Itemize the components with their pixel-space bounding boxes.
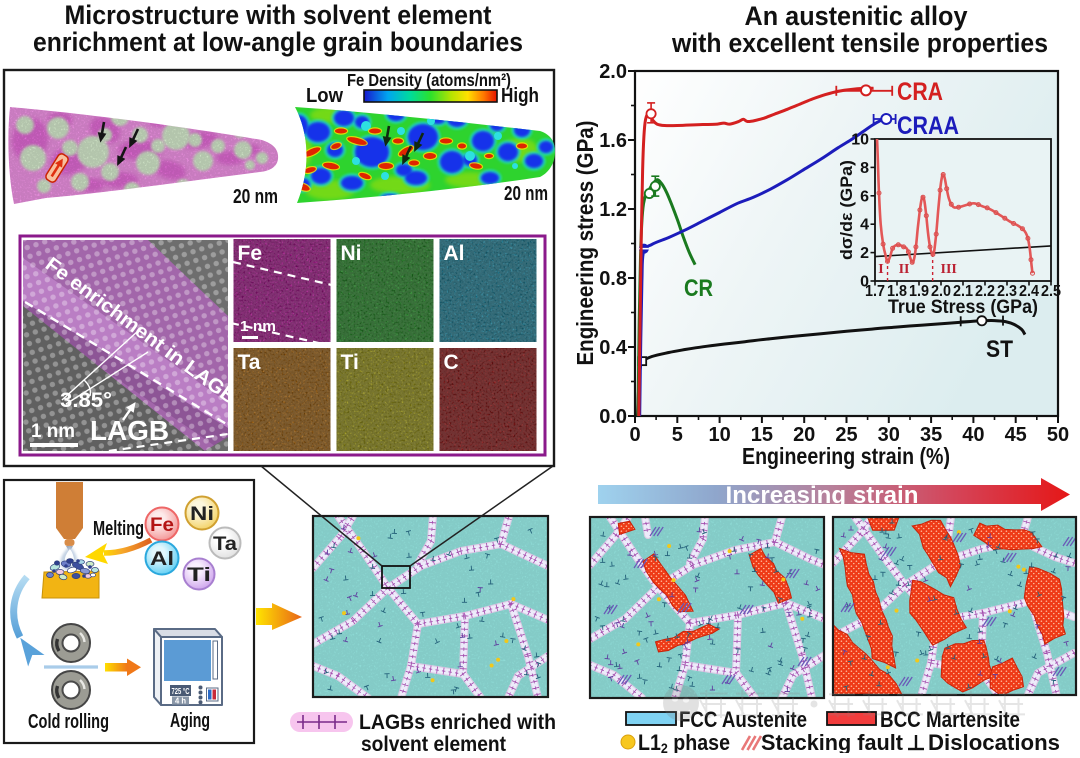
svg-text:Cold rolling: Cold rolling — [28, 711, 109, 733]
svg-text:enrichment at low-angle grain: enrichment at low-angle grain boundaries — [33, 27, 523, 57]
svg-text:1.9: 1.9 — [909, 283, 929, 300]
svg-text:40: 40 — [962, 424, 984, 446]
svg-text:6: 6 — [860, 188, 869, 205]
svg-text:2.2: 2.2 — [975, 283, 995, 300]
svg-text:C: C — [444, 351, 459, 374]
svg-text:1.8: 1.8 — [887, 283, 907, 300]
svg-text:1 nm: 1 nm — [31, 421, 75, 442]
svg-text:2: 2 — [860, 245, 869, 262]
svg-text:0: 0 — [860, 274, 869, 291]
svg-text:III: III — [941, 262, 957, 277]
svg-text:5: 5 — [672, 424, 683, 446]
svg-text:Engineering strain (%): Engineering strain (%) — [742, 443, 950, 469]
svg-text:10: 10 — [851, 132, 869, 149]
svg-text:Ni: Ni — [190, 504, 214, 525]
svg-text:Al: Al — [150, 549, 174, 570]
svg-text:Melting: Melting — [93, 518, 144, 540]
svg-text:50: 50 — [1047, 424, 1069, 446]
svg-text:10: 10 — [708, 424, 730, 446]
svg-text:Low: Low — [306, 85, 343, 107]
svg-text:0: 0 — [629, 424, 640, 446]
svg-text:dσ/dε (GPa): dσ/dε (GPa) — [837, 160, 856, 260]
svg-text:20 nm: 20 nm — [233, 186, 278, 208]
svg-text:1.6: 1.6 — [599, 130, 627, 152]
svg-text:2.3: 2.3 — [997, 283, 1017, 300]
svg-text:Al: Al — [444, 242, 465, 265]
svg-text:20 nm: 20 nm — [504, 183, 548, 205]
svg-text:solvent element: solvent element — [361, 733, 506, 753]
svg-text:1.2: 1.2 — [599, 199, 627, 221]
svg-text:Fe Density (atoms/nm²): Fe Density (atoms/nm²) — [347, 70, 511, 90]
svg-text:8: 8 — [860, 160, 869, 177]
svg-text:CRA: CRA — [897, 78, 943, 106]
svg-text:Dislocations: Dislocations — [928, 730, 1060, 753]
svg-text:Ti: Ti — [187, 565, 211, 586]
svg-text:4: 4 — [860, 217, 869, 234]
svg-text:L12 phase: L12 phase — [638, 730, 730, 753]
svg-text:1.7: 1.7 — [865, 283, 885, 300]
svg-text:Aging: Aging — [170, 710, 210, 732]
svg-text:I: I — [878, 262, 883, 277]
svg-text:20: 20 — [793, 424, 815, 446]
svg-text:II: II — [899, 262, 910, 277]
svg-text:with excellent tensile propert: with excellent tensile properties — [671, 28, 1048, 58]
svg-text:4 h: 4 h — [175, 697, 186, 706]
svg-text:An austenitic alloy: An austenitic alloy — [745, 1, 968, 31]
svg-text:LAGB: LAGB — [90, 415, 169, 446]
svg-text:1 nm: 1 nm — [240, 318, 276, 335]
svg-text:Engineering stress (GPa): Engineering stress (GPa) — [572, 121, 598, 366]
svg-text:0.8: 0.8 — [599, 268, 627, 290]
svg-text:0.0: 0.0 — [599, 406, 627, 428]
svg-text:Ta: Ta — [213, 534, 237, 555]
svg-text:25: 25 — [835, 424, 857, 446]
svg-text:Increasing strain: Increasing strain — [726, 482, 919, 509]
svg-text:CRAA: CRAA — [897, 112, 959, 140]
svg-text:Ta: Ta — [238, 351, 261, 374]
svg-text:2.1: 2.1 — [953, 283, 973, 300]
svg-text:2.0: 2.0 — [599, 61, 627, 83]
svg-text:3.85°: 3.85° — [60, 389, 112, 412]
svg-text:Ti: Ti — [341, 351, 359, 374]
svg-text:High: High — [501, 85, 539, 107]
svg-text:BCC Martensite: BCC Martensite — [880, 707, 1020, 732]
svg-text:2.4: 2.4 — [1019, 283, 1039, 300]
svg-text:Stacking fault: Stacking fault — [761, 730, 904, 753]
svg-text:15: 15 — [751, 424, 773, 446]
svg-text:0.4: 0.4 — [599, 337, 628, 359]
svg-text:Fe: Fe — [150, 515, 174, 536]
svg-text:45: 45 — [1005, 424, 1027, 446]
svg-text:725 °C: 725 °C — [172, 687, 190, 696]
svg-text:Microstructure with solvent el: Microstructure with solvent element — [65, 0, 492, 30]
svg-text:Ni: Ni — [341, 242, 362, 265]
svg-text:ST: ST — [986, 336, 1013, 363]
svg-text:30: 30 — [878, 424, 900, 446]
svg-text:35: 35 — [920, 424, 942, 446]
svg-text:Fe: Fe — [238, 242, 263, 265]
svg-text:2.0: 2.0 — [931, 283, 951, 300]
svg-text:True Stress (GPa): True Stress (GPa) — [888, 297, 1038, 318]
svg-text:FCC Austenite: FCC Austenite — [679, 707, 807, 732]
svg-text:LAGBs enriched with: LAGBs enriched with — [359, 711, 556, 734]
svg-text:2.5: 2.5 — [1041, 283, 1061, 300]
svg-text:CR: CR — [684, 275, 713, 302]
